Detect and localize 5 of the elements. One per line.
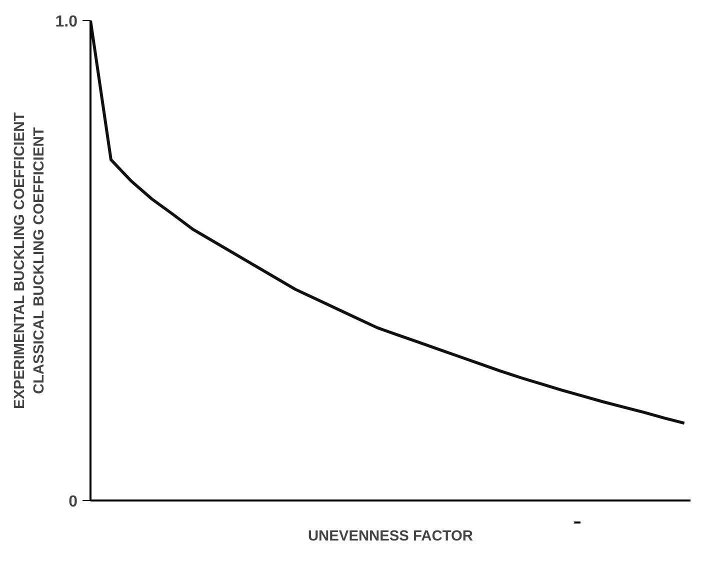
y-tick-label: 0 xyxy=(68,494,78,510)
y-tick-label: 1.0 xyxy=(55,14,78,30)
line-series xyxy=(90,20,686,425)
y-axis-title: EXPERIMENTAL BUCKLING COEFFICIENT CLASSICAL BUCKLING COEFFICIENT xyxy=(12,112,48,409)
x-axis-title: UNEVENNESS FACTOR xyxy=(308,528,474,544)
